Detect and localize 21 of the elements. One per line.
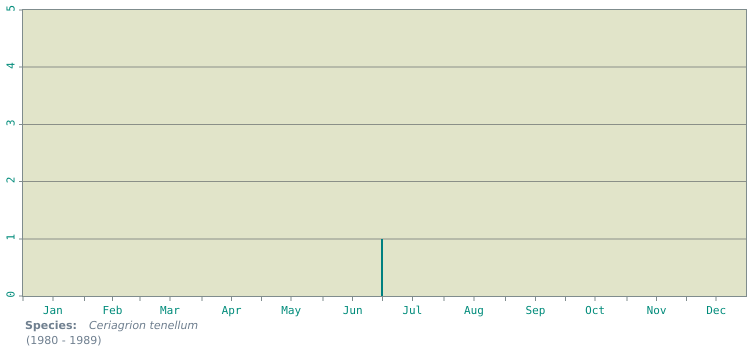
y-tick-label: 5 — [4, 5, 18, 12]
x-tick-label: Aug — [464, 304, 484, 318]
x-tick-label: Apr — [222, 304, 242, 318]
x-tick-label: Nov — [646, 304, 667, 318]
y-tick-label: 4 — [4, 62, 18, 69]
x-tick-label: May — [281, 304, 302, 318]
x-tick-label: Mar — [160, 304, 180, 318]
x-tick-label: Jun — [342, 304, 363, 318]
text: Species: — [25, 319, 77, 332]
x-tick-label: Jan — [42, 304, 63, 318]
x-tick-label: Sep — [526, 304, 546, 318]
text: Ceriagrion tenellum — [89, 319, 198, 332]
x-tick-label: Jul — [402, 304, 422, 318]
x-tick-label: Feb — [102, 304, 122, 318]
x-tick-label: Dec — [706, 304, 726, 318]
x-tick-label: Oct — [585, 304, 605, 318]
text: (1980 - 1989) — [26, 334, 102, 347]
y-tick-label: 0 — [4, 291, 18, 298]
y-tick-label: 1 — [4, 234, 18, 240]
y-tick-label: 2 — [4, 176, 18, 184]
y-tick-label: 3 — [4, 119, 18, 126]
